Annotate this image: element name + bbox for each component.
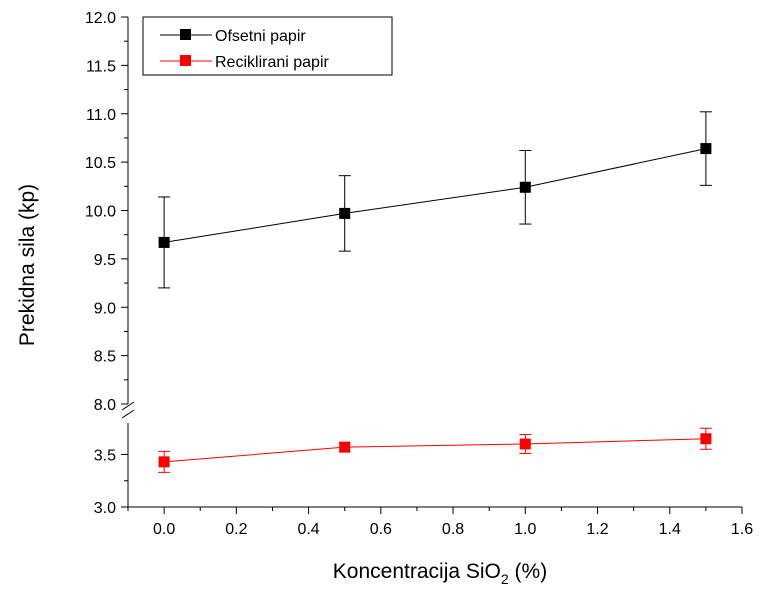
y-tick-label: 9.5 bbox=[94, 252, 116, 269]
y-tick-label: 8.0 bbox=[94, 397, 116, 414]
x-tick-label: 1.2 bbox=[586, 521, 608, 538]
series-line bbox=[164, 148, 706, 243]
x-tick-label: 0.2 bbox=[225, 521, 247, 538]
y-tick-label: 11.0 bbox=[86, 107, 116, 124]
y-tick-label: 12.0 bbox=[85, 10, 116, 27]
legend-marker-reciklirani bbox=[180, 55, 191, 66]
series-1 bbox=[158, 427, 712, 473]
y-tick-label: 8.5 bbox=[94, 349, 116, 366]
data-point bbox=[700, 433, 712, 445]
y-tick-label: 10.0 bbox=[85, 204, 116, 221]
x-tick-label: 0.8 bbox=[442, 521, 464, 538]
x-axis-label-suffix: (%) bbox=[509, 560, 548, 583]
data-point bbox=[519, 438, 531, 450]
x-tick-label: 0.0 bbox=[153, 521, 175, 538]
axes: 3.0 3.5 8.0 8.5 9.0 9.5 10.0 10.5 11.0 11.5 12.0 0.… bbox=[85, 10, 753, 538]
y-axis-break-mark bbox=[121, 401, 135, 411]
data-point bbox=[339, 441, 351, 453]
data-point bbox=[158, 236, 170, 248]
y-axis-label: Prekidna sila (kp) bbox=[16, 184, 39, 346]
x-tick-label: 0.6 bbox=[370, 521, 392, 538]
legend: Ofsetni papir Reciklirani papir bbox=[142, 16, 393, 76]
x-tick-label: 1.0 bbox=[514, 521, 536, 538]
x-tick-label: 1.4 bbox=[659, 521, 681, 538]
series-layer bbox=[158, 111, 712, 473]
y-tick-label: 11.5 bbox=[86, 58, 116, 75]
y-tick-label: 3.0 bbox=[94, 500, 116, 517]
x-axis-label-main: Koncentracija SiO bbox=[333, 560, 501, 583]
x-tick-label: 1.6 bbox=[731, 521, 753, 538]
x-axis-label-subscript: 2 bbox=[501, 571, 509, 587]
y-tick-label: 10.5 bbox=[85, 155, 116, 172]
x-axis-label: Koncentracija SiO2 (%) bbox=[333, 560, 547, 587]
y-tick-label: 3.5 bbox=[94, 448, 116, 465]
legend-label-reciklirani: Reciklirani papir bbox=[215, 54, 329, 71]
y-tick-label: 9.0 bbox=[94, 300, 116, 317]
series-line bbox=[164, 438, 706, 463]
series-0 bbox=[158, 111, 712, 289]
legend-label-ofsetni: Ofsetni papir bbox=[215, 28, 306, 45]
x-tick-label: 0.4 bbox=[297, 521, 319, 538]
y-axis-break-mark bbox=[121, 409, 135, 419]
data-point bbox=[158, 456, 170, 468]
data-point bbox=[700, 143, 712, 155]
data-point bbox=[339, 207, 351, 219]
data-point bbox=[519, 181, 531, 193]
legend-marker-ofsetni bbox=[180, 29, 191, 40]
